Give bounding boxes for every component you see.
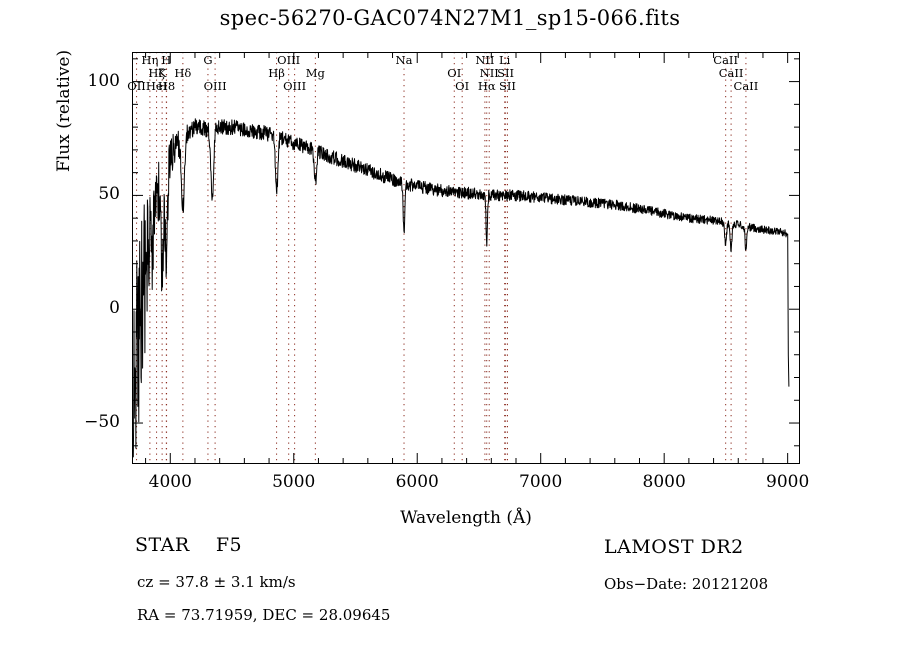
line-id-label: OII	[127, 79, 146, 93]
plot-frame	[132, 52, 800, 464]
x-tick-label: 6000	[395, 472, 439, 492]
x-tick-label: 7000	[519, 472, 563, 492]
x-tick-label: 5000	[272, 472, 316, 492]
line-id-label: OI	[455, 79, 470, 93]
line-id-label: CaII	[718, 66, 744, 80]
line-id-label: Hδ	[174, 66, 192, 80]
obs-date-label: Obs−Date: 20121208	[604, 575, 769, 593]
y-axis-label: Flux (relative)	[54, 49, 74, 172]
line-id-label: OIII	[203, 79, 227, 93]
line-id-label: OIII	[277, 53, 301, 67]
object-class-label: STAR F5	[135, 534, 243, 556]
line-id-label: SII	[497, 66, 515, 80]
x-tick-label: 9000	[766, 472, 810, 492]
line-marker-group	[136, 52, 747, 464]
plot-area	[132, 52, 800, 464]
line-id-label: OIII	[283, 79, 307, 93]
redshift-velocity-label: cz = 37.8 ± 3.1 km/s	[137, 573, 296, 591]
coordinates-label: RA = 73.71959, DEC = 28.09645	[137, 606, 391, 624]
line-id-label: K	[157, 66, 167, 80]
page-title: spec-56270-GAC074N27M1_sp15-066.fits	[219, 6, 681, 30]
line-id-label: Na	[395, 53, 413, 67]
line-id-label: HeI	[145, 79, 168, 93]
line-id-label: H	[161, 53, 172, 67]
line-id-label: Hβ	[268, 66, 285, 80]
line-id-label: Li	[498, 53, 511, 67]
x-axis-label: Wavelength (Å)	[400, 508, 532, 528]
line-id-label: H8	[157, 79, 176, 93]
line-id-label: SII	[499, 79, 516, 93]
survey-label: LAMOST DR2	[604, 536, 744, 558]
line-id-label: NII	[475, 53, 495, 67]
line-id-label: Hη	[141, 53, 159, 67]
line-id-label: CaII	[733, 79, 759, 93]
y-tick-label: −50	[84, 412, 120, 433]
x-tick-label: 4000	[148, 472, 192, 492]
line-id-label: NII	[479, 66, 499, 80]
line-id-label: CaII	[713, 53, 739, 67]
line-id-label: Hζ	[148, 66, 165, 80]
line-id-label: Hα	[477, 79, 496, 93]
y-tick-label: 100	[87, 70, 120, 91]
line-id-label: Mg	[305, 66, 325, 80]
x-tick-label: 8000	[642, 472, 686, 492]
spectral-type-label: F5	[215, 534, 243, 556]
spectrum-svg	[132, 52, 800, 464]
line-id-label: G	[203, 53, 213, 67]
spectrum-curve	[132, 118, 790, 458]
line-id-label: OI	[447, 66, 462, 80]
y-tick-label: 50	[98, 184, 120, 205]
y-tick-label: 0	[109, 298, 120, 319]
